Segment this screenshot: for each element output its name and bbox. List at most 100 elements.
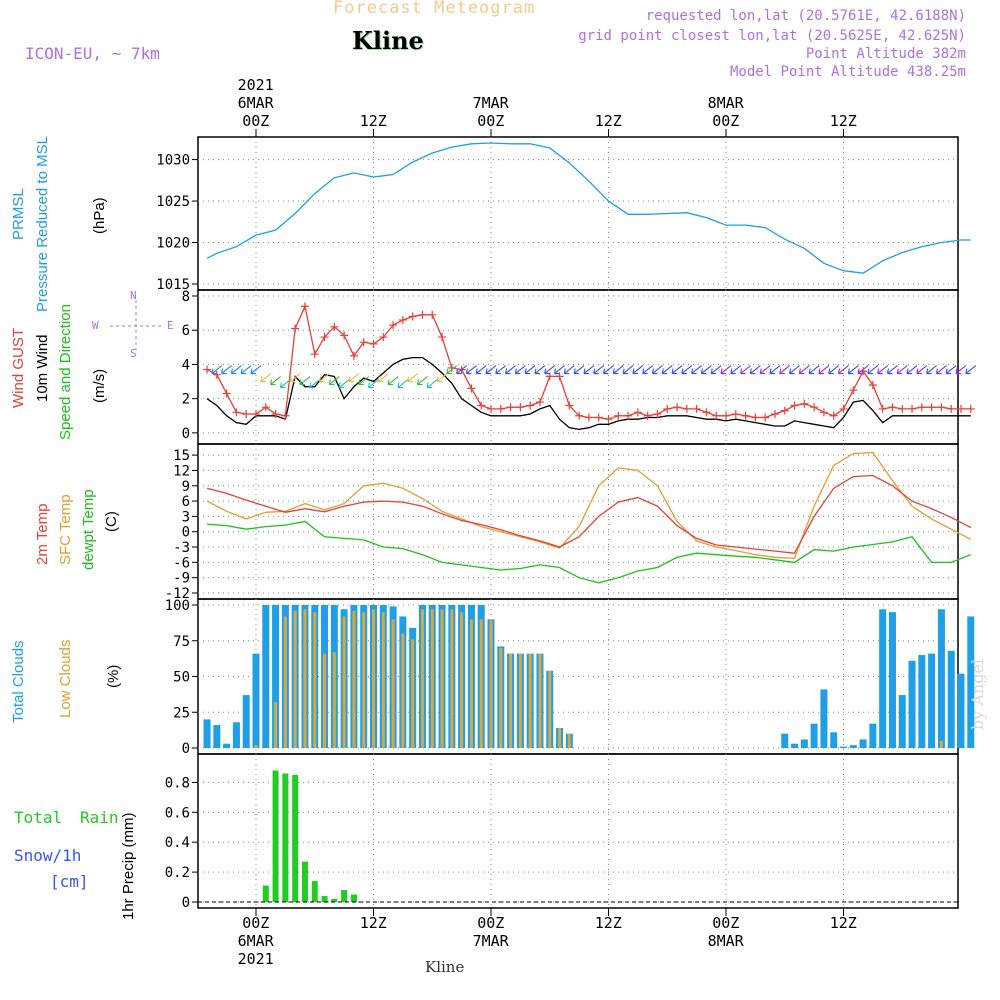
gust-marker	[408, 312, 417, 321]
low-cloud-bar	[283, 616, 287, 748]
wind-direction-arrow	[622, 365, 634, 375]
wind-direction-arrow	[916, 365, 928, 375]
wind-direction-arrow	[789, 365, 800, 375]
compass-cross	[110, 300, 162, 350]
gust-marker	[937, 403, 946, 412]
wind-direction-arrow	[837, 365, 849, 375]
gust-marker	[741, 411, 750, 420]
gust-marker	[516, 403, 525, 412]
total-cloud-bar	[272, 605, 280, 748]
wind-direction-arrow	[211, 365, 223, 375]
gust-marker	[349, 351, 358, 360]
point-altitude: Point Altitude 382m	[805, 46, 966, 62]
gust-marker	[888, 403, 897, 412]
wind-direction-arrow	[289, 373, 301, 383]
ytick-label-panel-2: -6	[173, 555, 190, 571]
compass-w: W	[92, 319, 99, 332]
gust-marker	[389, 321, 398, 330]
low-cloud-bar	[479, 619, 483, 748]
gust-marker	[731, 410, 740, 419]
gust-marker	[614, 411, 623, 420]
total-cloud-bar	[840, 746, 847, 748]
ytick-label-panel-3: 75	[173, 634, 190, 650]
precip-snow-label: Snow/1h	[14, 846, 82, 865]
ytick-label-panel-2: -9	[173, 571, 190, 587]
total-cloud-bar	[937, 609, 945, 748]
rain-bar	[262, 885, 269, 902]
low-cloud-bar	[313, 612, 317, 748]
wind-direction-arrow	[377, 373, 389, 383]
total-cloud-bar	[869, 723, 877, 748]
panel-frame-4	[197, 753, 959, 909]
rain-bar	[341, 890, 348, 902]
wind-direction-arrow	[563, 365, 575, 375]
total-cloud-bar	[232, 722, 240, 748]
wind-direction-arrow	[505, 365, 516, 375]
wind-direction-arrow	[730, 365, 742, 375]
wind-direction-arrow	[416, 376, 428, 386]
rain-bar	[321, 896, 328, 902]
ytick-label-panel-4: 0.8	[165, 775, 190, 791]
ytick-label-panel-0: 1030	[156, 153, 190, 169]
low-cloud-bar	[391, 619, 395, 748]
wind-direction-arrow	[309, 379, 321, 389]
ytick-label-panel-1: 6	[182, 323, 190, 339]
bottom-axis-label: 00Z	[712, 914, 740, 932]
wind-direction-arrow	[319, 373, 330, 383]
gust-marker	[917, 403, 926, 412]
ytick-label-panel-4: 0.2	[165, 865, 190, 881]
bottom-axis-label: 12Z	[594, 914, 622, 932]
wind-direction-arrow	[779, 365, 791, 375]
precip-cm-label: [cm]	[50, 872, 89, 891]
top-axis-label: 2021	[237, 76, 274, 94]
bottom-axis-label: 12Z	[359, 914, 387, 932]
wind-direction-arrow	[593, 365, 605, 375]
ytick-label-panel-2: 3	[182, 509, 190, 525]
total-cloud-bar	[859, 739, 867, 748]
ytick-label-panel-0: 1015	[156, 277, 190, 293]
total-cloud-bar	[928, 653, 936, 748]
total-cloud-bar	[967, 616, 975, 748]
wind-direction-arrow	[926, 365, 937, 375]
wind-direction-arrow	[740, 365, 751, 375]
wind-direction-arrow	[348, 373, 360, 383]
low-cloud-bar	[332, 652, 336, 748]
wind-direction-arrow	[583, 365, 595, 375]
ytick-label-panel-0: 1020	[156, 236, 190, 252]
wind-direction-arrow	[886, 365, 898, 375]
product-title: Forecast Meteogram	[333, 0, 536, 18]
pressure-line	[206, 142, 971, 274]
low-cloud-bar	[411, 639, 415, 748]
low-cloud-bar	[293, 610, 297, 748]
gust-marker	[369, 339, 378, 348]
low-cloud-bar	[323, 653, 327, 748]
wind-direction-label: Speed and Direction	[57, 304, 74, 440]
total-cloud-bar	[820, 689, 828, 748]
ytick-label-panel-4: 0.6	[165, 805, 190, 821]
footer-location: Kline	[425, 958, 465, 976]
gust-marker	[320, 333, 329, 342]
bottom-axis-label: 2021	[237, 950, 274, 968]
top-axis-label: 00Z	[477, 112, 505, 130]
gust-marker	[633, 408, 642, 417]
wind-direction-arrow	[700, 365, 712, 375]
wind-direction-arrow	[867, 365, 879, 375]
gust-marker	[496, 404, 505, 413]
temp-dewpt-label: dewpt Temp	[80, 489, 97, 570]
gust-marker	[800, 399, 809, 408]
total-cloud-bar	[791, 743, 799, 748]
total-cloud-bar	[879, 609, 887, 748]
wind-direction-arrow	[896, 365, 908, 375]
low-cloud-bar	[254, 745, 258, 748]
low-cloud-bar	[401, 633, 405, 748]
wind-direction-arrow	[534, 365, 546, 375]
pressure-label-desc: Pressure Reduced to MSL	[34, 136, 51, 312]
gust-marker	[281, 411, 290, 420]
wind-direction-arrow	[651, 365, 663, 375]
ytick-label-panel-2: -3	[173, 540, 190, 556]
temp-unit-label: (C)	[103, 511, 120, 532]
ytick-label-panel-3: 50	[173, 670, 190, 686]
gust-marker	[908, 404, 917, 413]
wind-direction-arrow	[945, 365, 957, 375]
total-cloud-bar	[781, 733, 789, 748]
